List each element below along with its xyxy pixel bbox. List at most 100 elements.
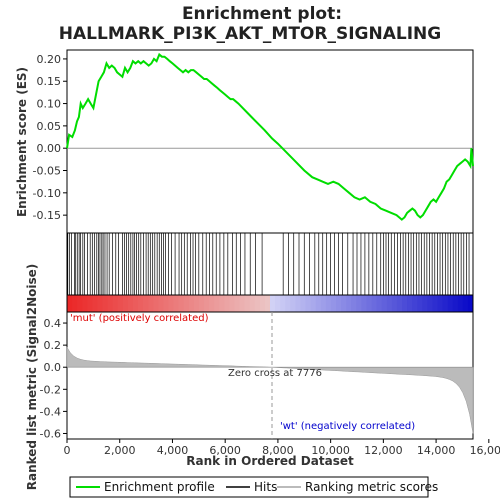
color-bar-segment bbox=[305, 295, 312, 312]
legend-enrichment-label: Enrichment profile bbox=[104, 480, 215, 494]
color-bar-segment bbox=[168, 295, 175, 312]
zero-cross-label: Zero cross at 7776 bbox=[228, 368, 322, 379]
color-bar-segment bbox=[452, 295, 459, 312]
color-bar-segment bbox=[234, 295, 241, 312]
color-bar-segment bbox=[219, 295, 225, 312]
color-bar-segment bbox=[427, 295, 433, 312]
color-bar-segment bbox=[457, 295, 464, 312]
color-bar-segment bbox=[209, 295, 215, 312]
x-ticks: 0 2,000 4,000 6,000 8,000 10,000 12,000 14,000 1… bbox=[64, 439, 500, 457]
color-bar-segment bbox=[97, 295, 104, 312]
color-bar-segment bbox=[102, 295, 109, 312]
legend-ranking-label: Ranking metric scores bbox=[305, 480, 438, 494]
color-bar-segment bbox=[386, 295, 393, 312]
metric-y-tick-label: -0.6 bbox=[40, 427, 61, 440]
color-bar-segment bbox=[422, 295, 428, 312]
legend-hits-label: Hits bbox=[254, 480, 277, 494]
color-bar-segment bbox=[432, 295, 438, 312]
rank-color-bar bbox=[67, 295, 474, 312]
color-bar-segment bbox=[173, 295, 180, 312]
color-bar-segment bbox=[315, 295, 322, 312]
chart-title-line1: Enrichment plot: bbox=[182, 4, 342, 24]
metric-y-ticks: 0.4 0.2 0.0 -0.2 -0.4 -0.6 bbox=[40, 317, 473, 440]
color-bar-segment bbox=[148, 295, 154, 312]
x-tick-label: 2,000 bbox=[104, 444, 136, 457]
es-y-tick-label: 0.00 bbox=[37, 142, 62, 155]
color-bar-segment bbox=[381, 295, 388, 312]
color-bar-segment bbox=[310, 295, 317, 312]
color-bar-segment bbox=[437, 295, 444, 312]
color-bar-segment bbox=[270, 295, 276, 312]
metric-y-tick-label: 0.2 bbox=[44, 339, 62, 352]
color-bar-segment bbox=[417, 295, 423, 312]
color-bar-segment bbox=[87, 295, 93, 312]
x-tick-label: 14,000 bbox=[417, 444, 456, 457]
x-tick-label: 8,000 bbox=[262, 444, 294, 457]
color-bar-segment bbox=[82, 295, 88, 312]
color-bar-segment bbox=[442, 295, 449, 312]
color-bar-segment bbox=[163, 295, 169, 312]
color-bar-segment bbox=[341, 295, 347, 312]
color-bar-segment bbox=[153, 295, 159, 312]
color-bar-segment bbox=[264, 295, 271, 312]
color-bar-segment bbox=[300, 295, 307, 312]
color-bar-segment bbox=[224, 295, 230, 312]
color-bar-segment bbox=[143, 295, 149, 312]
color-bar-segment bbox=[188, 295, 195, 312]
es-y-tick-label: 0.15 bbox=[37, 75, 62, 88]
color-bar-segment bbox=[330, 295, 337, 312]
color-bar-segment bbox=[295, 295, 301, 312]
es-y-tick-label: 0.10 bbox=[37, 98, 62, 111]
color-bar-segment bbox=[412, 295, 418, 312]
metric-y-axis-label: Ranked list metric (Signal2Noise) bbox=[25, 264, 39, 491]
color-bar-segment bbox=[183, 295, 190, 312]
color-bar-segment bbox=[335, 295, 342, 312]
metric-y-tick-label: -0.2 bbox=[40, 383, 61, 396]
color-bar-segment bbox=[361, 295, 367, 312]
color-bar-segment bbox=[391, 295, 398, 312]
es-y-axis-label: Enrichment score (ES) bbox=[15, 67, 29, 217]
color-bar-segment bbox=[107, 295, 114, 312]
hits-panel bbox=[66, 232, 474, 296]
color-bar-segment bbox=[77, 295, 83, 312]
color-bar-segment bbox=[346, 295, 352, 312]
color-bar-segment bbox=[112, 295, 119, 312]
color-bar-segment bbox=[117, 295, 124, 312]
x-tick-label: 12,000 bbox=[364, 444, 403, 457]
color-bar-segment bbox=[67, 295, 73, 312]
color-bar-segment bbox=[249, 295, 256, 312]
color-bar-segment bbox=[467, 295, 474, 312]
es-y-ticks: 0.20 0.15 0.10 0.05 0.00 -0.05 -0.10 -0.15 bbox=[33, 53, 67, 222]
color-bar-segment bbox=[127, 295, 134, 312]
color-bar-segment bbox=[214, 295, 220, 312]
color-bar-segment bbox=[198, 295, 205, 312]
color-bar-segment bbox=[138, 295, 144, 312]
metric-y-tick-label: -0.4 bbox=[40, 405, 61, 418]
color-bar-segment bbox=[229, 295, 235, 312]
metric-y-tick-label: 0.4 bbox=[44, 317, 62, 330]
color-bar-segment bbox=[285, 295, 291, 312]
chart-title-line2: HALLMARK_PI3K_AKT_MTOR_SIGNALING bbox=[59, 24, 441, 44]
color-bar-segment bbox=[366, 295, 372, 312]
color-bar-segment bbox=[259, 295, 266, 312]
color-bar-segment bbox=[462, 295, 469, 312]
x-tick-label: 16,000 bbox=[470, 444, 500, 457]
color-bar-segment bbox=[356, 295, 362, 312]
color-bar-segment bbox=[193, 295, 200, 312]
color-bar-segment bbox=[132, 295, 139, 312]
color-bar-segment bbox=[351, 295, 357, 312]
color-bar-segment bbox=[371, 295, 378, 312]
es-panel bbox=[66, 49, 474, 234]
color-bar-segment bbox=[239, 295, 246, 312]
x-tick-label: 10,000 bbox=[311, 444, 350, 457]
negative-correlation-label: 'wt' (negatively correlated) bbox=[280, 421, 415, 432]
color-bar-segment bbox=[122, 295, 129, 312]
color-bar-segment bbox=[407, 295, 413, 312]
color-bar-segment bbox=[290, 295, 296, 312]
x-axis-label: Rank in Ordered Dataset bbox=[186, 454, 354, 468]
color-bar-segment bbox=[275, 295, 281, 312]
es-y-tick-label: 0.20 bbox=[37, 53, 62, 66]
metric-y-tick-label: 0.0 bbox=[44, 361, 62, 374]
positive-correlation-label: 'mut' (positively correlated) bbox=[70, 313, 209, 324]
color-bar-segment bbox=[447, 295, 454, 312]
